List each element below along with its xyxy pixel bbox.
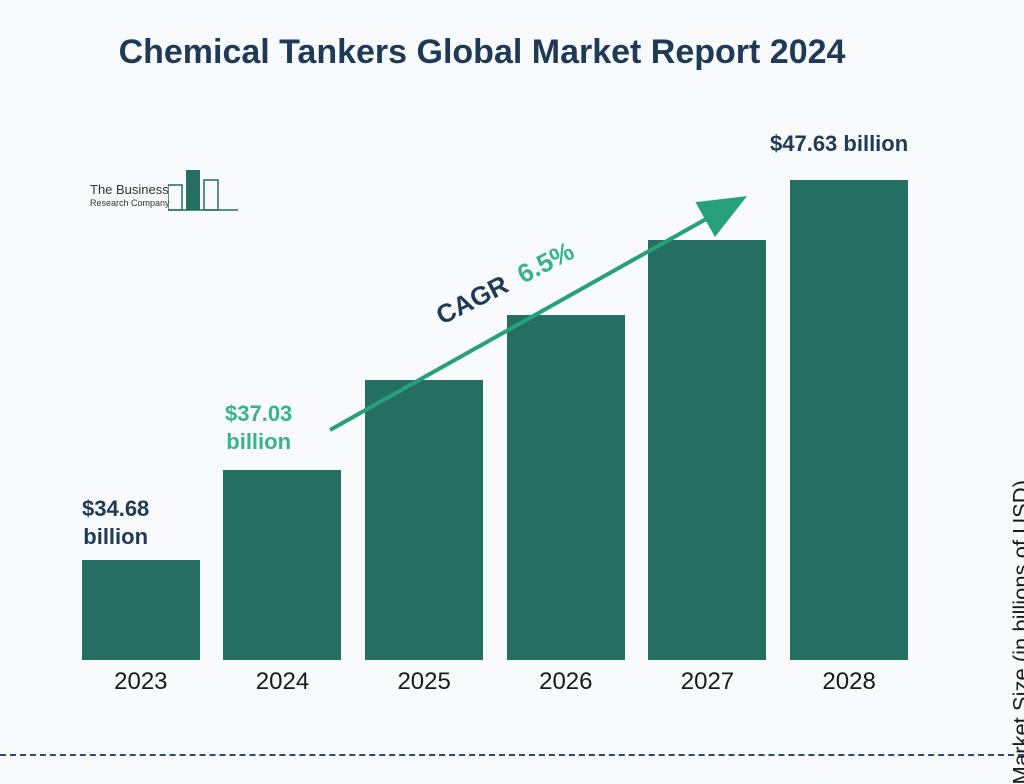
footer-divider <box>0 754 1024 756</box>
value-label: $37.03billion <box>225 400 292 455</box>
y-axis-label: Market Size (in billions of USD) <box>1008 480 1024 784</box>
value-label: $47.63 billion <box>770 130 908 158</box>
cagr-arrow-icon <box>0 0 1024 768</box>
value-label: $34.68billion <box>82 495 149 550</box>
